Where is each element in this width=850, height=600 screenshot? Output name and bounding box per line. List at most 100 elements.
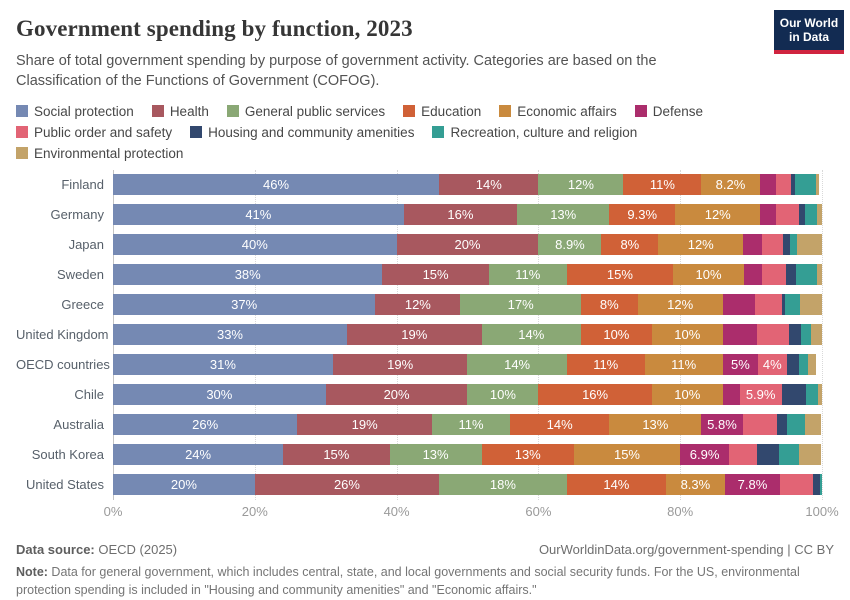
x-tick-label: 80% xyxy=(667,503,694,519)
bar-segment: 12% xyxy=(658,234,744,256)
bar-segment xyxy=(813,474,820,496)
legend-item: Economic affairs xyxy=(499,102,617,121)
legend-swatch xyxy=(16,105,28,118)
bar-segment: 11% xyxy=(566,354,645,376)
stacked-bar: 33% 19% 14% 10% 10% xyxy=(113,324,822,346)
chart-row: OECD countries 31% 19% 14% 11% 11% 5% 4% xyxy=(16,350,834,380)
country-label: South Korea xyxy=(31,447,104,463)
bar-segment: 13% xyxy=(517,204,610,226)
bar-segment: 24% xyxy=(113,444,284,466)
stacked-bar: 40% 20% 8.9% 8% 12% xyxy=(113,234,822,256)
segment-value-label: 12% xyxy=(687,237,714,253)
segment-value-label: 13% xyxy=(550,207,577,223)
chart-row: South Korea 24% 15% 13% 13% 15% 6.9% xyxy=(16,440,834,470)
bar-segment xyxy=(743,234,762,256)
country-label: Australia xyxy=(53,417,104,433)
segment-value-label: 16% xyxy=(582,387,609,403)
bar-segment xyxy=(779,444,799,466)
segment-value-label: 8% xyxy=(620,237,640,253)
bar-segment xyxy=(798,354,809,376)
legend-item: Recreation, culture and religion xyxy=(432,123,637,142)
owid-cc-link[interactable]: OurWorldinData.org/government-spending |… xyxy=(538,541,834,557)
x-tick-label: 40% xyxy=(383,503,410,519)
chart-row: Australia 26% 19% 11% 14% 13% 5.8% xyxy=(16,410,834,440)
owid-logo[interactable]: Our World in Data xyxy=(774,10,844,54)
segment-value-label: 38% xyxy=(234,267,261,283)
bar-segment: 9.3% xyxy=(609,204,676,226)
bar-segment xyxy=(743,264,763,286)
bar-segment: 15% xyxy=(573,444,681,466)
bar-segment: 20% xyxy=(396,234,539,256)
segment-value-label: 37% xyxy=(231,297,258,313)
bar-segment: 11% xyxy=(644,354,723,376)
country-label: Sweden xyxy=(57,267,104,283)
page-title: Government spending by function, 2023 xyxy=(16,16,413,41)
bar-segment xyxy=(759,174,776,196)
footer-note: Note: Data for general government, which… xyxy=(16,563,834,599)
bar-segment xyxy=(756,324,789,346)
legend-item: Health xyxy=(151,102,209,121)
segment-value-label: 41% xyxy=(245,207,272,223)
segment-value-label: 11% xyxy=(649,177,675,193)
chart-row: Germany 41% 16% 13% 9.3% 12% xyxy=(16,200,834,230)
segment-value-label: 13% xyxy=(514,447,541,463)
bar-segment xyxy=(775,174,792,196)
legend-item: Public order and safety xyxy=(16,123,172,142)
legend: Social protection Health General public se… xyxy=(16,102,806,163)
segment-value-label: 8.3% xyxy=(680,477,711,493)
data-source-label: Data source: xyxy=(16,541,95,557)
segment-value-label: 19% xyxy=(387,357,414,373)
legend-label: Health xyxy=(169,103,209,119)
stacked-bar: 46% 14% 12% 11% 8.2% xyxy=(113,174,822,196)
bar-segment: 11% xyxy=(488,264,567,286)
bar-segment: 26% xyxy=(254,474,440,496)
bar-segment xyxy=(796,264,817,286)
bar-segment xyxy=(755,294,782,316)
legend-label: Economic affairs xyxy=(517,103,617,119)
bar-segment: 14% xyxy=(481,324,581,346)
segment-value-label: 11% xyxy=(515,267,541,283)
legend-item: General public services xyxy=(226,102,385,121)
segment-value-label: 15% xyxy=(323,447,350,463)
legend-swatch xyxy=(190,126,203,139)
bar-segment: 8.3% xyxy=(665,474,725,496)
segment-value-label: 19% xyxy=(351,417,378,433)
bar-segment xyxy=(799,204,805,226)
bar-segment: 5% xyxy=(722,354,759,376)
bar-segment xyxy=(819,474,822,496)
bar-segment xyxy=(798,444,822,466)
bar-segment: 37% xyxy=(113,294,376,316)
bar-segment xyxy=(815,174,820,196)
legend-item: Defense xyxy=(634,102,704,121)
legend-swatch xyxy=(403,105,416,118)
bar-segment xyxy=(776,414,788,436)
bar-segment: 19% xyxy=(346,324,482,346)
country-label: OECD countries xyxy=(16,357,110,373)
bar-segment: 10% xyxy=(580,324,652,346)
x-tick-label: 0% xyxy=(103,503,123,519)
bar-segment: 41% xyxy=(113,204,404,226)
bar-segment: 13% xyxy=(389,444,482,466)
segment-value-label: 5% xyxy=(731,357,750,373)
country-label: Finland xyxy=(61,177,104,193)
segment-value-label: 18% xyxy=(489,477,516,493)
gridline xyxy=(822,169,823,500)
country-label: Germany xyxy=(50,207,104,223)
segment-value-label: 20% xyxy=(383,387,410,403)
legend-label: Defense xyxy=(652,103,704,119)
legend-swatch xyxy=(499,105,512,118)
chart-row: Japan 40% 20% 8.9% 8% 12% xyxy=(16,230,834,260)
bar-segment xyxy=(800,324,811,346)
bar-segment: 16% xyxy=(538,384,652,406)
bar-segment: 16% xyxy=(403,204,518,226)
segment-value-label: 14% xyxy=(603,477,630,493)
segment-value-label: 15% xyxy=(422,267,449,283)
bar-segment xyxy=(780,474,814,496)
bar-segment xyxy=(742,414,777,436)
bar-segment: 10% xyxy=(651,384,723,406)
bar-segment: 18% xyxy=(439,474,567,496)
bar-segment xyxy=(797,234,822,256)
segment-value-label: 14% xyxy=(504,357,531,373)
bar-segment xyxy=(816,264,822,286)
